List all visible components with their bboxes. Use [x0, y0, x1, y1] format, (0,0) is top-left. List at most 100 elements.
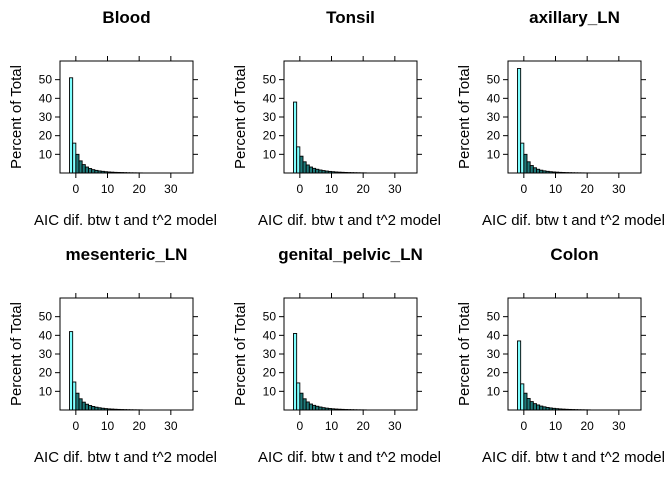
- panel-frame: [507, 297, 642, 411]
- histogram-bar: [293, 101, 298, 174]
- y-tick-label: 40: [487, 328, 501, 342]
- histogram-bar: [293, 333, 298, 411]
- y-tick-label: 40: [39, 91, 53, 105]
- histogram-bar: [69, 77, 74, 174]
- histogram-bar: [72, 381, 77, 411]
- x-tick-label: 10: [549, 419, 563, 433]
- histogram-bar: [305, 164, 310, 174]
- y-tick-label: 30: [39, 110, 53, 124]
- histogram-bar: [315, 405, 320, 411]
- panel-title: genital_pelvic_LN: [278, 245, 423, 264]
- x-tick-label: 20: [356, 419, 370, 433]
- histogram-bar: [532, 167, 537, 174]
- y-axis-label: Percent of Total: [8, 302, 25, 406]
- y-tick-label: 10: [39, 147, 53, 161]
- y-tick-label: 10: [39, 384, 53, 398]
- x-axis-label: AIC dif. btw t and t^2 model: [34, 449, 217, 466]
- histogram-bar: [532, 403, 537, 411]
- y-tick-label: 20: [263, 129, 277, 143]
- y-tick-label: 50: [39, 310, 53, 324]
- histogram-bar: [312, 404, 317, 411]
- x-axis-label: AIC dif. btw t and t^2 model: [258, 212, 441, 229]
- y-tick-label: 20: [39, 129, 53, 143]
- y-tick-label: 20: [487, 129, 501, 143]
- histogram-bar: [536, 404, 541, 411]
- histogram-bar: [517, 340, 522, 411]
- y-tick-label: 30: [263, 347, 277, 361]
- y-tick-label: 30: [263, 110, 277, 124]
- x-tick-label: 20: [132, 182, 146, 196]
- histogram-bar: [88, 405, 93, 411]
- histogram-bar: [299, 155, 304, 174]
- y-tick-label: 20: [263, 366, 277, 380]
- y-tick-label: 50: [487, 73, 501, 87]
- x-tick-label: 10: [325, 182, 339, 196]
- panel: axillary_LN 0 10 20 30 10 20 30 40 50 AIC dif. btw…: [456, 8, 665, 229]
- y-axis-label: Percent of Total: [456, 302, 473, 406]
- x-tick-label: 0: [72, 419, 79, 433]
- histogram-bar: [305, 401, 310, 411]
- x-axis-label: AIC dif. btw t and t^2 model: [258, 449, 441, 466]
- x-tick-label: 0: [296, 419, 303, 433]
- x-tick-label: 0: [296, 182, 303, 196]
- histogram-bar: [523, 392, 528, 411]
- panel-frame: [283, 60, 418, 174]
- x-axis-label: AIC dif. btw t and t^2 model: [482, 449, 665, 466]
- panel: genital_pelvic_LN 0 10 20 30 10 20 30 40 50 AIC di…: [232, 245, 441, 466]
- y-tick-label: 40: [487, 91, 501, 105]
- y-tick-label: 50: [263, 73, 277, 87]
- histogram-bar: [529, 401, 534, 411]
- panel-frame: [59, 297, 194, 411]
- histogram-bar: [78, 398, 83, 411]
- histogram-bar: [91, 406, 96, 411]
- x-tick-label: 0: [520, 182, 527, 196]
- histogram-bar: [308, 166, 313, 174]
- panel-frame: [283, 297, 418, 411]
- x-tick-label: 30: [612, 419, 626, 433]
- x-tick-label: 20: [580, 419, 594, 433]
- histogram-bar: [296, 146, 301, 174]
- histogram-bar: [312, 167, 317, 174]
- panel: Tonsil 0 10 20 30 10 20 30 40 50 AIC dif. btw t an…: [232, 8, 441, 229]
- panel: Blood 0 10 20 30 10 20 30 40 50 AIC dif. btw t and…: [8, 8, 217, 229]
- y-tick-label: 10: [487, 147, 501, 161]
- y-axis-label: Percent of Total: [8, 65, 25, 169]
- y-tick-label: 20: [39, 366, 53, 380]
- histogram-bar: [302, 161, 307, 174]
- y-axis-label: Percent of Total: [232, 302, 249, 406]
- panel-title: Colon: [550, 245, 598, 264]
- x-tick-label: 0: [520, 419, 527, 433]
- y-axis-label: Percent of Total: [456, 65, 473, 169]
- x-tick-label: 10: [549, 182, 563, 196]
- x-tick-label: 20: [356, 182, 370, 196]
- x-tick-label: 20: [132, 419, 146, 433]
- x-tick-label: 10: [101, 419, 115, 433]
- histogram-bar: [520, 383, 525, 411]
- histogram-bar: [84, 403, 89, 411]
- y-tick-label: 40: [263, 328, 277, 342]
- histogram-bar: [536, 168, 541, 174]
- panel-title: Tonsil: [326, 8, 375, 27]
- histogram-bar: [539, 405, 544, 411]
- panel-title: Blood: [102, 8, 150, 27]
- y-tick-label: 30: [487, 110, 501, 124]
- histogram-bar: [84, 166, 89, 174]
- y-tick-label: 30: [487, 347, 501, 361]
- y-axis-label: Percent of Total: [232, 65, 249, 169]
- histogram-bar: [296, 382, 301, 411]
- x-tick-label: 10: [101, 182, 115, 196]
- panel-frame: [59, 60, 194, 174]
- histogram-bar: [526, 161, 531, 174]
- y-tick-label: 40: [39, 328, 53, 342]
- histogram-bar: [81, 164, 86, 174]
- y-tick-label: 10: [487, 384, 501, 398]
- histogram-bar: [308, 403, 313, 411]
- y-tick-label: 50: [487, 310, 501, 324]
- histogram-bar: [523, 153, 528, 174]
- histogram-bar: [299, 392, 304, 411]
- histogram-bar: [526, 397, 531, 411]
- histogram-bar: [78, 160, 83, 174]
- x-tick-label: 30: [164, 419, 178, 433]
- histogram-bar: [529, 165, 534, 174]
